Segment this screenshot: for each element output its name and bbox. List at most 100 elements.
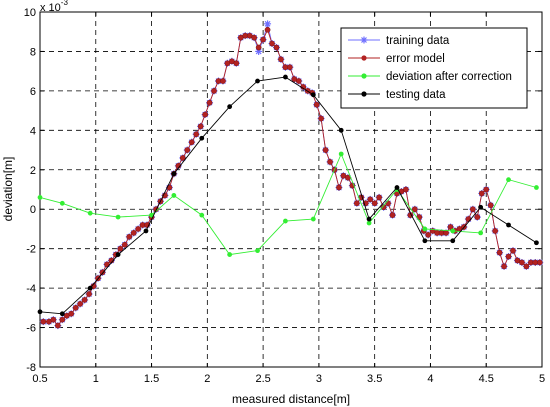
- data-point: [264, 26, 271, 33]
- x-tick-label: 2: [204, 373, 210, 385]
- data-point: [68, 310, 75, 317]
- data-point: [135, 226, 142, 232]
- data-point: [283, 74, 288, 80]
- data-point: [86, 291, 92, 297]
- data-point: [199, 212, 205, 218]
- data-point: [385, 200, 391, 207]
- data-point: [367, 196, 374, 203]
- data-point: [338, 127, 344, 133]
- exponent-power: -3: [61, 0, 69, 7]
- data-point: [478, 230, 484, 236]
- data-point: [130, 230, 137, 236]
- data-point: [310, 92, 316, 98]
- data-point: [37, 194, 43, 200]
- data-point: [143, 228, 149, 234]
- ticks-group: 0.5 1 1.5 2 2.5 3 3.5 4 4.5 5 -8 -6 -4 -2 0 2 4 6 8 10: [24, 7, 545, 385]
- data-point: [233, 60, 240, 67]
- legend-item: error model: [348, 53, 445, 65]
- data-point: [376, 194, 382, 201]
- data-point: [255, 78, 260, 84]
- data-point: [523, 263, 530, 270]
- data-point: [422, 226, 428, 232]
- data-point: [505, 253, 512, 260]
- data-point: [269, 40, 275, 47]
- exponent-label: x 10-3: [40, 0, 68, 14]
- data-point: [121, 241, 128, 248]
- data-point: [380, 204, 387, 211]
- data-point: [115, 252, 121, 257]
- data-point: [115, 214, 121, 220]
- data-point: [77, 301, 84, 307]
- data-point: [251, 34, 258, 41]
- x-tick-label: 5: [539, 373, 545, 385]
- series-group: [37, 20, 544, 330]
- data-point: [492, 228, 498, 234]
- data-point: [389, 212, 396, 218]
- y-tick-label: 6: [30, 86, 36, 98]
- data-point: [394, 185, 400, 190]
- data-point: [403, 186, 409, 193]
- data-point: [72, 304, 79, 311]
- data-point: [220, 78, 226, 84]
- x-tick-label: 3.5: [367, 373, 382, 385]
- data-point: [278, 56, 284, 63]
- data-point: [422, 238, 428, 244]
- data-point: [255, 248, 260, 254]
- data-point: [327, 159, 333, 165]
- data-point: [310, 216, 316, 222]
- data-point: [465, 216, 472, 222]
- data-point: [87, 210, 93, 216]
- data-point: [450, 238, 456, 244]
- data-point: [353, 200, 360, 207]
- data-point: [483, 186, 490, 193]
- data-point: [206, 99, 213, 106]
- data-point: [478, 190, 485, 197]
- data-point: [322, 147, 329, 153]
- data-point: [536, 259, 543, 266]
- y-axis-label: deviation[m]: [1, 157, 15, 222]
- data-point: [184, 147, 191, 153]
- y-tick-label: 10: [24, 7, 36, 19]
- data-point: [59, 316, 66, 323]
- y-tick-label: -6: [26, 323, 36, 335]
- data-point: [371, 200, 378, 207]
- data-point: [519, 259, 525, 266]
- legend-label: deviation after correction: [386, 71, 512, 83]
- data-point: [411, 206, 418, 213]
- legend-swatch-marker: [360, 36, 368, 44]
- legend-item: training data: [348, 35, 450, 47]
- data-point: [510, 247, 516, 254]
- data-point: [188, 139, 195, 146]
- data-point: [295, 78, 302, 84]
- x-tick-label: 2.5: [255, 373, 270, 385]
- data-point: [193, 131, 200, 138]
- data-point: [487, 202, 494, 209]
- data-point: [81, 297, 88, 303]
- data-point: [202, 111, 208, 118]
- data-point: [264, 20, 272, 28]
- legend-swatch-marker: [361, 55, 367, 61]
- y-tick-label: 8: [30, 46, 36, 58]
- legend-box: [340, 27, 528, 109]
- data-point: [40, 318, 47, 325]
- data-point: [37, 309, 43, 315]
- data-point: [425, 232, 432, 238]
- data-point: [336, 184, 342, 191]
- data-point: [255, 47, 263, 55]
- data-point: [227, 104, 233, 110]
- data-point: [366, 220, 372, 226]
- x-tick-label: 1.5: [144, 373, 159, 385]
- data-point: [211, 88, 217, 94]
- data-point: [260, 36, 266, 43]
- legend-item: deviation after correction: [348, 71, 512, 83]
- data-point: [197, 123, 204, 130]
- data-point: [273, 44, 280, 51]
- data-point: [179, 155, 186, 161]
- data-point: [450, 228, 456, 234]
- x-tick-label: 4: [427, 373, 433, 385]
- data-point: [474, 214, 481, 220]
- legend-label: testing data: [386, 89, 446, 101]
- x-tick-label: 3: [316, 373, 322, 385]
- legend-label: training data: [386, 35, 450, 47]
